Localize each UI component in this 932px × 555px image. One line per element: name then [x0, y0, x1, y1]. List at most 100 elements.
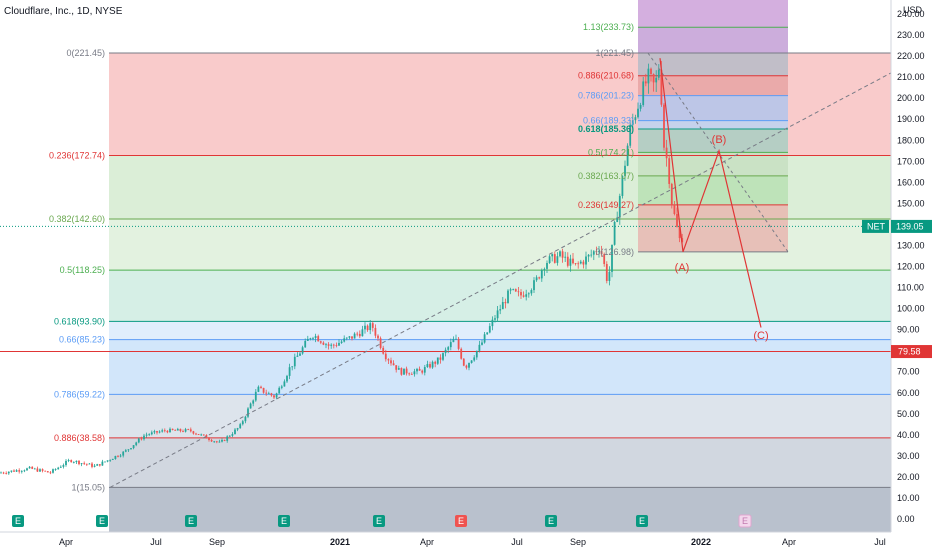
- candle-body: [332, 344, 335, 346]
- candle-body: [182, 431, 184, 432]
- candle-body: [44, 470, 47, 472]
- earnings-marker-8: E: [738, 514, 752, 528]
- earnings-icon: [96, 515, 108, 527]
- candle-body: [296, 355, 299, 357]
- candle-body: [444, 349, 447, 354]
- drawings: (A) (B) (C) E E E E E E E E E: [12, 52, 892, 528]
- fib-label-left-6: 0.786(59.22): [54, 389, 105, 399]
- candle-body: [499, 309, 502, 311]
- candle-body: [137, 438, 140, 443]
- candle-body: [156, 431, 158, 433]
- candle-body: [452, 338, 455, 343]
- candle-body: [608, 271, 611, 281]
- fib-zone-right-8: [638, 204, 788, 252]
- candle-body: [457, 338, 460, 349]
- candle-body: [475, 350, 478, 358]
- fib-label-right-1: 1(221.45): [595, 48, 634, 58]
- earnings-icon-letter: E: [458, 516, 464, 526]
- candle-body: [140, 438, 143, 440]
- candle-body: [20, 470, 23, 472]
- candle-body: [434, 361, 437, 364]
- candle-body: [218, 441, 221, 443]
- candle-body: [286, 375, 288, 382]
- candle-body: [556, 256, 559, 263]
- candle-body: [673, 204, 676, 215]
- earnings-icon-letter: E: [548, 516, 554, 526]
- candle-body: [340, 341, 343, 343]
- price-tick-6: 60.00: [897, 388, 920, 398]
- fib-label-left-1: 0.236(172.74): [49, 151, 105, 161]
- candle-body: [41, 469, 44, 471]
- candle-body: [431, 361, 434, 368]
- time-axis[interactable]: Apr Jul Sep 2021 Apr Jul Sep 2022 Apr Jul: [59, 537, 886, 547]
- fib-label-left-8: 1(15.05): [71, 482, 105, 492]
- candle-body: [122, 451, 125, 456]
- time-tick-6: Sep: [570, 537, 586, 547]
- candle-body: [481, 342, 483, 345]
- candle-body: [598, 251, 600, 252]
- candle-body: [488, 326, 491, 333]
- candle-body: [13, 470, 15, 472]
- candle-body: [260, 386, 262, 388]
- candle-body: [309, 338, 312, 340]
- candle-body: [117, 455, 119, 457]
- candle-body: [278, 387, 281, 394]
- candle-body: [379, 338, 382, 348]
- candle-body: [572, 258, 574, 264]
- price-tick-19: 190.00: [897, 114, 925, 124]
- candle-body: [574, 263, 577, 265]
- candle-body: [676, 214, 678, 227]
- fib-label-right-9: 0(126.98): [595, 247, 634, 257]
- candle-body: [670, 183, 673, 205]
- candle-body: [460, 348, 463, 359]
- candle-body: [358, 333, 361, 337]
- candle-body: [392, 363, 395, 366]
- candle-body: [28, 466, 31, 469]
- candle-body: [70, 460, 73, 463]
- candle-body: [592, 251, 595, 255]
- candle-body: [535, 277, 538, 281]
- candle-body: [254, 391, 257, 401]
- fib-label-left-5: 0.66(85.23): [59, 335, 105, 345]
- candle-body: [353, 333, 356, 339]
- candle-body: [652, 73, 655, 83]
- candle-body: [109, 459, 112, 461]
- candle-body: [345, 337, 348, 339]
- candle-body: [304, 340, 307, 348]
- candle-body: [465, 365, 468, 368]
- candle-body: [57, 467, 60, 470]
- candle-body: [410, 374, 413, 375]
- earnings-icon: [185, 515, 197, 527]
- price-tick-3: 30.00: [897, 451, 920, 461]
- candle-body: [145, 434, 148, 436]
- price-tick-9: 90.00: [897, 325, 920, 335]
- candle-body: [501, 302, 504, 310]
- earnings-marker-3: E: [278, 515, 290, 527]
- candle-body: [403, 368, 405, 375]
- candle-body: [252, 400, 255, 404]
- candle-body: [54, 469, 57, 470]
- earnings-icon-letter: E: [15, 516, 21, 526]
- candle-body: [213, 441, 216, 443]
- candle-body: [626, 145, 629, 166]
- candle-body: [275, 393, 278, 398]
- candle-body: [582, 261, 585, 265]
- candle-body: [413, 371, 416, 375]
- candle-body: [486, 332, 489, 335]
- candle-body: [509, 289, 512, 291]
- candle-body: [603, 254, 606, 265]
- candle-body: [46, 471, 49, 473]
- candle-body: [267, 393, 270, 395]
- candle-body: [78, 460, 80, 465]
- candle-body: [244, 416, 247, 422]
- candle-body: [559, 251, 561, 257]
- candle-body: [26, 468, 28, 471]
- candle-body: [618, 195, 621, 218]
- candle-body: [127, 449, 130, 451]
- time-tick-9: Jul: [874, 537, 886, 547]
- price-axis-bg: [891, 0, 932, 550]
- candle-body: [184, 429, 187, 432]
- currency-label: USD: [903, 5, 923, 15]
- fib-zone-right-6: [638, 152, 788, 176]
